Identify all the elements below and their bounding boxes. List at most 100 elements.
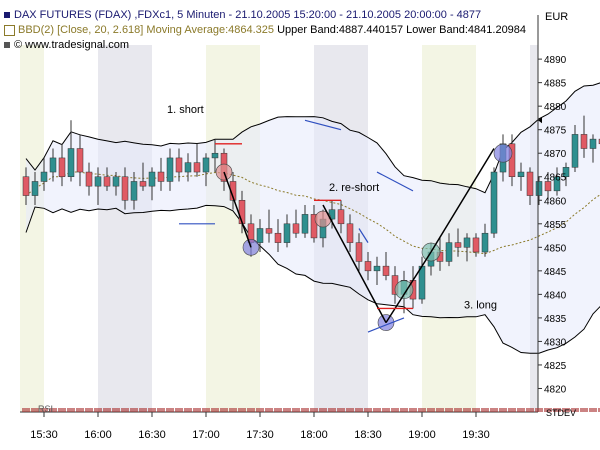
- candle-body: [364, 261, 372, 272]
- sub-indicator-bar: [283, 408, 291, 412]
- sub-indicator-bar: [175, 408, 183, 412]
- indicator-name: BBD(2): [18, 24, 55, 36]
- candle-body: [211, 152, 219, 159]
- sub-indicator-bar: [301, 408, 309, 412]
- candle: [31, 172, 39, 205]
- candle-body: [355, 242, 363, 262]
- sub-indicator-bar: [463, 408, 471, 412]
- sub-indicator-bar: [553, 408, 561, 412]
- time-stripe: [20, 45, 44, 412]
- candle: [67, 120, 75, 182]
- candle: [94, 167, 102, 205]
- title-marker-icon: [4, 12, 10, 19]
- candle-body: [310, 214, 318, 239]
- y-tick-label: 4875: [544, 126, 567, 137]
- long-entry-circle: [394, 280, 414, 299]
- candle: [526, 167, 534, 205]
- candle: [373, 256, 381, 285]
- candle: [562, 162, 570, 187]
- short-trend-line: [223, 171, 252, 248]
- candle-body: [562, 167, 570, 177]
- long-trend-line-2: [430, 148, 495, 253]
- band-values: Upper Band:4887.440157 Lower Band:4841.2…: [277, 24, 527, 36]
- watermark-icon: [4, 42, 10, 49]
- sub-indicator-bar: [571, 408, 579, 412]
- sub-indicator-bar: [193, 408, 201, 412]
- candle-body: [481, 232, 489, 253]
- candle-body: [256, 228, 264, 243]
- candle-body: [40, 171, 48, 182]
- candle: [211, 139, 219, 173]
- candle: [580, 115, 588, 158]
- y-tick-label: 4825: [544, 361, 567, 372]
- re-short-entry-circle: [314, 210, 332, 228]
- candle: [382, 252, 390, 281]
- sub-indicator-bar: [31, 408, 39, 412]
- candle-body: [553, 176, 561, 192]
- time-stripe: [98, 45, 152, 412]
- sub-indicator-bar: [517, 408, 525, 412]
- sub-indicator-bar: [427, 408, 435, 412]
- candle: [256, 219, 264, 253]
- candle: [40, 157, 48, 191]
- candle-body: [373, 265, 381, 272]
- moving-average-value: Moving Average:4864.325: [146, 24, 275, 36]
- candle: [121, 167, 129, 210]
- re-short-trend-line: [322, 204, 387, 323]
- candle-body: [67, 148, 75, 177]
- candle-body: [301, 214, 309, 234]
- candle: [274, 219, 282, 253]
- sub-indicator-bar: [40, 408, 48, 412]
- long-exit-circle: [493, 143, 513, 163]
- watermark-text: © www.tradesignal.com: [14, 39, 130, 51]
- sub-indicator-bar: [472, 408, 480, 412]
- sub-indicator-bar: [49, 408, 57, 412]
- sub-indicator-bar: [148, 408, 156, 412]
- sub-indicator-bar: [220, 408, 228, 412]
- candle: [202, 153, 210, 187]
- y-tick-label: 4830: [544, 337, 567, 348]
- sub-indicator-bar: [265, 408, 273, 412]
- sub-indicator-bar: [94, 408, 102, 412]
- sub-indicator-bar: [76, 408, 84, 412]
- x-tick-label: 18:30: [354, 429, 382, 441]
- sub-indicator-bar: [247, 408, 255, 412]
- candle: [184, 153, 192, 182]
- candle-body: [103, 176, 111, 187]
- candle-body: [94, 176, 102, 187]
- sub-indicator-bar: [445, 408, 453, 412]
- x-tick-label: 17:00: [192, 429, 220, 441]
- sub-indicator-bar: [139, 408, 147, 412]
- time-stripe: [152, 45, 206, 412]
- sub-indicator-bar: [346, 408, 354, 412]
- sub-indicator-bar: [274, 408, 282, 412]
- y-tick-label: 4820: [544, 384, 567, 395]
- sub-indicator-bar: [67, 408, 75, 412]
- sub-indicator-bar: [85, 408, 93, 412]
- sub-indicator-bar: [508, 408, 516, 412]
- y-tick-label: 4880: [544, 102, 567, 113]
- sub-indicator-bar: [121, 408, 129, 412]
- candle: [148, 167, 156, 201]
- sub-indicator-bar: [391, 408, 399, 412]
- y-tick-label: 4850: [544, 243, 567, 254]
- sub-indicator-bar: [481, 408, 489, 412]
- long-target-mark: [367, 317, 405, 333]
- candle-body: [526, 171, 534, 196]
- candle: [571, 124, 579, 173]
- currency-label: EUR: [545, 11, 569, 23]
- upper-band-line: [25, 82, 600, 194]
- sub-indicator-bar: [598, 408, 600, 412]
- sub-indicator-bar: [454, 408, 462, 412]
- candle: [283, 214, 291, 248]
- candle: [103, 167, 111, 191]
- sub-indicator-bar: [580, 408, 588, 412]
- candle: [481, 223, 489, 257]
- candle: [364, 252, 372, 281]
- x-tick-label: 19:00: [408, 429, 436, 441]
- candle-body: [418, 265, 426, 300]
- candle-body: [589, 138, 597, 149]
- candle: [139, 162, 147, 191]
- candle: [292, 209, 300, 238]
- candle-body: [184, 162, 192, 173]
